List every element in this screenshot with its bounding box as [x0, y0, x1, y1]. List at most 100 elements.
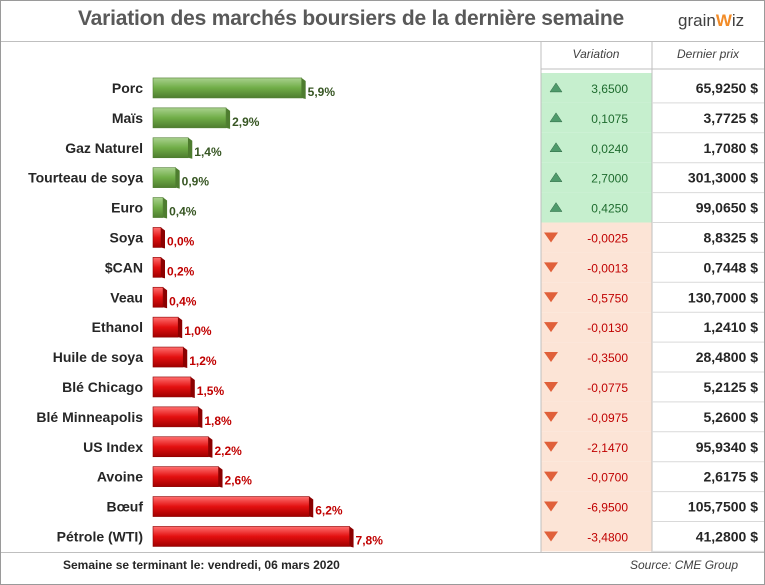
footer-divider	[1, 552, 764, 553]
week-ending-label: Semaine se terminant le: vendredi, 06 ma…	[63, 558, 340, 572]
variation-value: -3,4800	[587, 530, 628, 544]
bar-side	[309, 496, 314, 518]
bar	[152, 197, 164, 218]
last-price-value: 1,7080 $	[704, 140, 759, 156]
variation-value: 3,6500	[591, 82, 628, 96]
variation-cell	[541, 222, 652, 253]
last-price-value: 28,4800 $	[696, 349, 758, 365]
last-price-value: 65,9250 $	[696, 80, 758, 96]
down-arrow-icon	[544, 262, 558, 273]
last-price-value: 2,6175 $	[704, 469, 759, 485]
bar	[152, 316, 179, 338]
bar-value-label: 0,0%	[167, 234, 195, 248]
down-arrow-icon	[544, 411, 558, 422]
bar-side	[301, 77, 306, 99]
variation-cell	[541, 372, 652, 402]
variation-value: -0,0775	[587, 381, 628, 395]
variation-value: -0,0130	[587, 321, 628, 335]
last-price-value: 5,2125 $	[704, 379, 759, 395]
bar	[152, 227, 162, 248]
variation-value: 0,0240	[591, 142, 628, 156]
bar-side	[349, 526, 354, 548]
bar-side	[161, 227, 165, 249]
category-label: Maïs	[112, 110, 143, 126]
last-price-value: 95,9340 $	[696, 439, 758, 455]
bar	[152, 137, 189, 159]
category-label: Soya	[110, 229, 144, 245]
bar-value-label: 1,2%	[189, 354, 217, 368]
bar	[152, 376, 192, 398]
category-label: US Index	[83, 439, 143, 455]
bar-value-label: 0,4%	[169, 294, 197, 308]
variation-cell	[541, 312, 652, 343]
variation-cell	[541, 132, 652, 163]
bar-side	[161, 257, 165, 279]
source-label: Source: CME Group	[630, 558, 739, 572]
variation-cell	[541, 73, 652, 103]
category-label: Tourteau de soya	[28, 170, 143, 186]
variation-cell	[541, 162, 652, 193]
bar-value-label: 0,9%	[182, 175, 210, 189]
bar-side	[208, 436, 213, 458]
title-divider	[1, 41, 764, 42]
bar-value-label: 1,4%	[194, 145, 222, 159]
bar-value-label: 1,0%	[184, 324, 212, 338]
last-price-value: 301,3000 $	[688, 170, 758, 186]
down-arrow-icon	[544, 501, 558, 512]
bar-value-label: 1,5%	[197, 384, 225, 398]
variation-value: -0,0013	[587, 261, 628, 275]
category-label: Pétrole (WTI)	[57, 528, 143, 544]
category-label: Blé Chicago	[62, 379, 143, 395]
bar-value-label: 6,2%	[315, 504, 343, 518]
bar-side	[175, 167, 180, 189]
category-label: $CAN	[105, 259, 143, 275]
bar-value-label: 0,2%	[167, 264, 195, 278]
variation-value: 0,4250	[591, 202, 628, 216]
bar-value-label: 2,9%	[232, 115, 260, 129]
down-arrow-icon	[544, 292, 558, 303]
variation-value: -0,0700	[587, 471, 628, 485]
bar-side	[190, 376, 195, 398]
up-arrow-icon	[549, 82, 563, 93]
up-arrow-icon	[549, 172, 563, 182]
category-label: Euro	[111, 200, 143, 216]
last-price-value: 41,2800 $	[696, 528, 758, 544]
down-arrow-icon	[544, 471, 558, 482]
category-label: Avoine	[97, 469, 143, 485]
bar-side	[183, 347, 188, 369]
bar	[152, 77, 302, 99]
bar-value-label: 1,8%	[204, 414, 232, 428]
down-arrow-icon	[544, 232, 558, 243]
bar	[152, 257, 162, 278]
variation-cell	[541, 461, 652, 492]
down-arrow-icon	[544, 441, 558, 452]
bar-side	[188, 137, 193, 159]
variation-cell	[541, 521, 652, 552]
last-price-header: Dernier prix	[676, 47, 739, 61]
category-label: Blé Minneapolis	[36, 409, 143, 425]
chart-title: Variation des marchés boursiers de la de…	[78, 7, 624, 30]
grainwiz-logo: grainWiz	[678, 11, 745, 30]
down-arrow-icon	[544, 322, 558, 333]
bar	[152, 286, 164, 308]
variation-value: -0,0025	[587, 231, 628, 245]
variation-value: 2,7000	[591, 172, 628, 186]
last-price-value: 0,7448 $	[704, 259, 759, 275]
variation-value: -0,3500	[587, 351, 628, 365]
bar	[152, 496, 310, 517]
bar	[152, 526, 350, 547]
variation-value: 0,1075	[591, 112, 628, 126]
down-arrow-icon	[544, 352, 558, 363]
bar-side	[178, 317, 183, 339]
bar	[152, 406, 199, 428]
variation-cell	[541, 282, 652, 313]
bar-value-label: 2,2%	[214, 444, 242, 458]
up-arrow-icon	[549, 202, 563, 212]
variation-cell	[541, 252, 652, 283]
last-price-value: 8,8325 $	[704, 229, 759, 245]
bar	[152, 466, 219, 487]
bar	[152, 346, 184, 368]
category-label: Ethanol	[92, 319, 143, 335]
up-arrow-icon	[549, 112, 563, 123]
variation-cell	[541, 192, 652, 223]
